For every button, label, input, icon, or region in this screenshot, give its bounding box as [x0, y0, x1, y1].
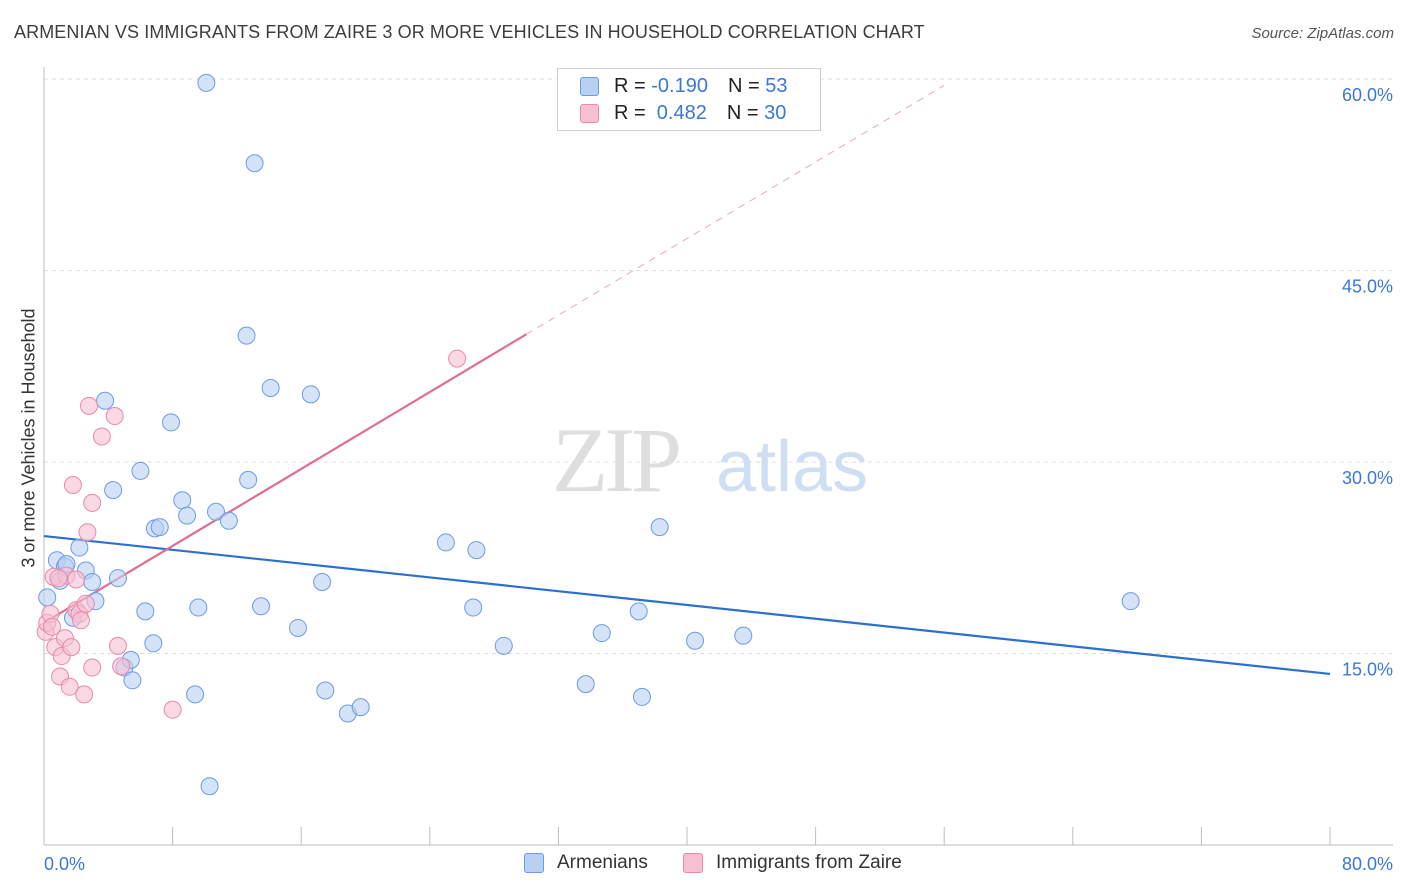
point-zaire — [43, 617, 62, 636]
bottom-legend-label: Immigrants from Zaire — [716, 852, 902, 873]
point-zaire — [63, 475, 82, 494]
tick-labels: 15.0% 30.0% 45.0% 60.0% 0.0% 80.0% — [44, 85, 1393, 874]
point-armenians — [207, 502, 226, 521]
point-armenians — [161, 413, 180, 432]
y-tick-label: 15.0% — [1342, 660, 1393, 680]
point-armenians — [301, 385, 320, 404]
point-armenians — [144, 634, 163, 653]
point-armenians — [70, 538, 89, 557]
point-zaire — [76, 594, 95, 613]
axes — [43, 67, 1393, 846]
stats-legend: R = -0.190 N = 53 R = 0.482 N = 30 — [557, 68, 821, 131]
point-armenians — [96, 391, 115, 410]
point-armenians — [83, 573, 102, 592]
point-armenians — [313, 573, 332, 592]
watermark-atlas: atlas — [716, 427, 868, 507]
point-armenians — [123, 671, 142, 690]
point-zaire — [62, 638, 81, 657]
point-armenians — [104, 481, 123, 500]
source-label: Source: ZipAtlas.com — [1251, 25, 1394, 42]
point-armenians — [436, 533, 455, 552]
y-axis-label: 3 or more Vehicles in Household — [18, 308, 39, 568]
data-points — [36, 73, 1140, 796]
watermark-zip: ZIP — [552, 409, 679, 511]
point-armenians — [150, 518, 169, 537]
point-zaire — [92, 427, 111, 446]
point-armenians — [189, 598, 208, 617]
point-armenians — [245, 154, 264, 173]
point-armenians — [351, 698, 370, 717]
point-armenians — [252, 597, 271, 616]
point-armenians — [38, 588, 57, 607]
point-zaire — [49, 569, 68, 588]
point-armenians — [686, 631, 705, 650]
point-zaire — [105, 407, 124, 426]
bottom-legend-label: Armenians — [557, 852, 648, 873]
point-zaire — [75, 685, 94, 704]
point-armenians — [592, 624, 611, 643]
point-armenians — [237, 326, 256, 345]
y-tick-label: 45.0% — [1342, 277, 1393, 297]
legend-swatch-blue — [580, 77, 599, 96]
y-tick-label: 60.0% — [1342, 85, 1393, 105]
point-armenians — [650, 518, 669, 537]
point-zaire — [108, 636, 127, 655]
point-zaire — [78, 523, 97, 542]
x-tick-label: 80.0% — [1342, 854, 1393, 874]
point-zaire — [83, 493, 102, 512]
point-armenians — [576, 675, 595, 694]
point-armenians — [197, 73, 216, 92]
legend-text: R = 0.482 N = 30 — [614, 102, 787, 124]
point-armenians — [734, 626, 753, 645]
point-zaire — [71, 611, 90, 630]
point-zaire — [67, 570, 86, 589]
point-armenians — [494, 636, 513, 655]
point-armenians — [186, 685, 205, 704]
point-armenians — [178, 506, 197, 525]
point-armenians — [173, 491, 192, 510]
trendline-zaire — [525, 84, 945, 335]
chart-title: ARMENIAN VS IMMIGRANTS FROM ZAIRE 3 OR M… — [14, 22, 925, 42]
point-zaire — [83, 658, 102, 677]
x-tick-label: 0.0% — [44, 854, 85, 874]
point-armenians — [261, 378, 280, 397]
y-tick-label: 30.0% — [1342, 468, 1393, 488]
point-zaire — [60, 677, 79, 696]
point-armenians — [219, 511, 238, 530]
point-zaire — [163, 700, 182, 719]
point-armenians — [239, 470, 258, 489]
legend-text: R = -0.190 N = 53 — [614, 75, 788, 97]
watermark: ZIP atlas — [552, 409, 868, 511]
point-zaire — [112, 657, 131, 676]
point-armenians — [131, 461, 150, 480]
trend-lines — [43, 84, 1331, 676]
bottom-legend-swatch-pink — [683, 853, 703, 873]
point-zaire — [80, 396, 99, 415]
point-armenians — [629, 602, 648, 621]
point-armenians — [467, 541, 486, 560]
point-armenians — [464, 598, 483, 617]
point-armenians — [1121, 592, 1140, 611]
legend-swatch-pink — [580, 104, 599, 123]
point-armenians — [200, 777, 219, 796]
trendline-armenians — [43, 534, 1331, 676]
point-armenians — [136, 602, 155, 621]
bottom-legend-swatch-blue — [524, 853, 544, 873]
point-armenians — [288, 618, 307, 637]
point-armenians — [108, 569, 127, 588]
y-axis-label-wrap: 3 or more Vehicles in Household — [17, 268, 41, 608]
point-armenians — [316, 681, 335, 700]
point-zaire — [448, 349, 467, 368]
point-armenians — [632, 687, 651, 706]
